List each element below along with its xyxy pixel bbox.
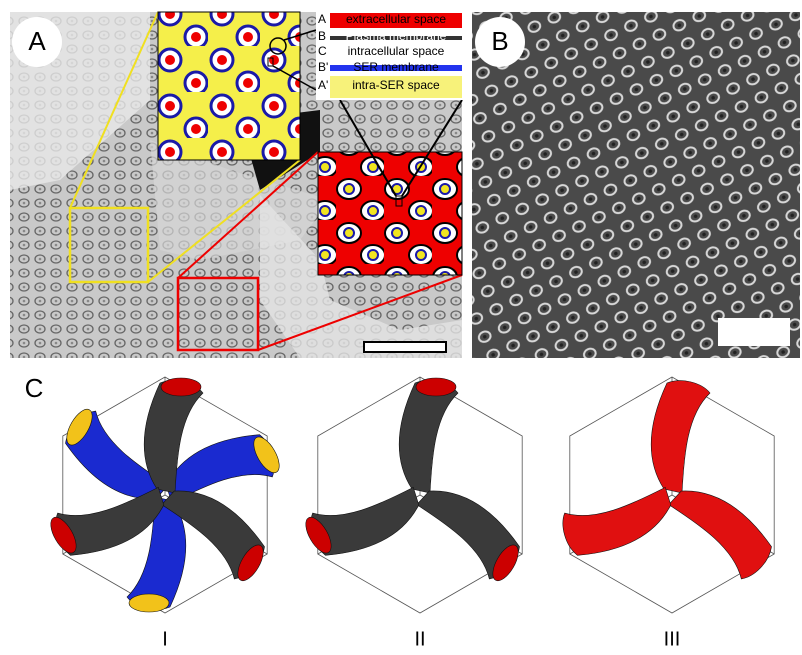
structure <box>301 377 530 613</box>
structure <box>554 377 782 613</box>
legend-key: C <box>318 44 327 58</box>
surface-cap <box>161 378 201 396</box>
panel-label: A <box>28 26 46 56</box>
figure: A Aextracellular space B Plasma membrane Ci… <box>0 0 802 655</box>
legend-text: Plasma membrane <box>346 29 447 43</box>
surface-arm <box>655 478 782 585</box>
structure-label: III <box>664 628 681 650</box>
panel-label: C <box>25 373 44 403</box>
legend-key: A' <box>318 78 328 92</box>
legend-text: extracellular space <box>346 12 446 26</box>
structure-label: I <box>162 628 168 650</box>
legend-text: intra-SER space <box>352 78 440 92</box>
structure-label: II <box>414 628 425 650</box>
structure <box>46 377 285 613</box>
surface-arm <box>651 381 710 493</box>
legend-key: B <box>318 29 326 43</box>
panel-label: B <box>491 26 508 56</box>
surface-cap <box>129 594 169 612</box>
surface-cap <box>416 378 456 396</box>
legend-text: SER membrane <box>353 60 439 74</box>
surface-arm <box>399 381 458 493</box>
legend-key: B' <box>318 60 328 74</box>
legend-key: A <box>318 12 326 26</box>
panel-b: B <box>472 12 800 358</box>
legend-text: intracellular space <box>348 44 445 58</box>
